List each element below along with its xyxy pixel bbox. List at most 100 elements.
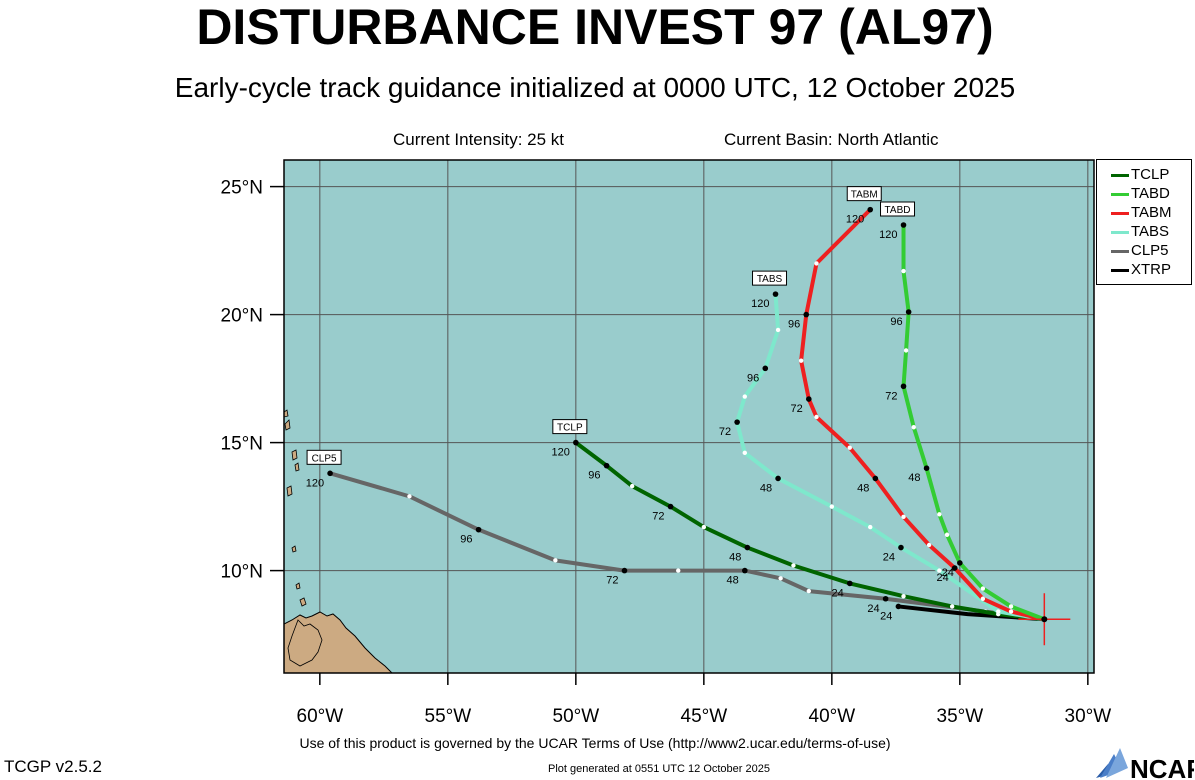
track-end-label-box <box>846 186 882 202</box>
svg-text:NCAR: NCAR <box>1130 754 1194 780</box>
lon-tick-label: 60°W <box>297 706 344 727</box>
terms-of-use: Use of this product is governed by the U… <box>299 735 891 751</box>
legend-swatch <box>1111 212 1129 215</box>
track-12h-dot <box>407 494 412 499</box>
track-24h-dot <box>603 462 610 469</box>
forecast-hour-label: 96 <box>747 372 759 384</box>
lat-tick-label: 25°N <box>221 178 263 199</box>
track-24h-dot <box>744 544 751 551</box>
track-24h-dot <box>742 567 748 574</box>
track-24h-dot <box>957 560 963 566</box>
axis-ticks: 60°W 55°W 50°W 45°W 40°W 35°W 30°W 25°N 20°N 15°N… <box>221 178 1112 727</box>
track-12h-dot <box>937 512 942 517</box>
forecast-hour-label: 24 <box>942 567 954 579</box>
forecast-hour-label: 72 <box>885 390 897 402</box>
track-12h-dot <box>1008 604 1014 609</box>
forecast-hour-label: 48 <box>857 482 869 494</box>
track-12h-dot <box>814 261 819 266</box>
track-24h-dot <box>905 309 912 315</box>
track-12h-dot <box>829 504 835 509</box>
track-12h-dot <box>901 514 906 520</box>
track-tabm <box>799 207 1047 622</box>
lat-tick-label: 10°N <box>221 562 263 583</box>
track-tclp <box>573 440 1047 622</box>
forecast-hour-label: 24 <box>936 572 948 584</box>
initial-position-marker <box>1018 593 1071 646</box>
track-24h-dot <box>667 503 674 510</box>
forecast-hour-label: 120 <box>306 477 324 489</box>
forecast-hour-label: 48 <box>760 482 772 494</box>
plot-frame <box>283 159 1095 674</box>
venezuela-coast <box>287 619 323 667</box>
track-24h-dot <box>872 475 879 482</box>
lon-tick-label: 45°W <box>681 706 728 727</box>
legend-swatch <box>1111 250 1129 253</box>
track-labels: 24487296120CLP52424487296120TCLP24487296… <box>306 186 963 622</box>
track-12h-dot <box>901 268 906 274</box>
track-24h-dot <box>621 567 628 574</box>
track-24h-dot <box>806 396 812 402</box>
track-12h-dot <box>629 483 635 489</box>
legend-swatch <box>1111 193 1129 196</box>
track-12h-dot <box>701 524 707 530</box>
track-end-label: TABM <box>851 190 878 201</box>
track-12h-dot <box>944 532 950 537</box>
track-end-label: CLP5 <box>312 453 337 464</box>
map-title: DISTURBANCE INVEST 97 (AL97) <box>196 0 994 55</box>
marker-center <box>1041 616 1048 623</box>
ocean-background <box>284 160 1094 673</box>
track-12h-dot <box>798 358 804 363</box>
track-24h-dot <box>775 475 781 482</box>
track-end-label-box <box>552 419 588 435</box>
forecast-hour-label: 96 <box>788 319 800 331</box>
track-12h-dot <box>814 414 819 420</box>
track-12h-dot <box>791 563 796 568</box>
track-24h-dot <box>923 465 930 472</box>
track-clp5 <box>328 471 1047 622</box>
track-24h-dot <box>882 595 889 602</box>
current-intensity: Current Intensity: 25 kt <box>393 130 565 149</box>
track-24h-dot <box>803 311 810 318</box>
forecast-hour-label: 24 <box>883 552 895 564</box>
legend-swatch <box>1111 174 1129 177</box>
track-24h-dot <box>900 222 907 228</box>
forecast-hour-label: 120 <box>551 447 569 459</box>
forecast-hour-label: 72 <box>719 426 731 438</box>
forecast-hour-label: 96 <box>588 470 600 482</box>
forecast-hour-label: 24 <box>832 587 844 599</box>
forecast-hour-label: 48 <box>727 575 739 587</box>
track-24h-dot <box>327 470 333 477</box>
track-end-label-box <box>752 270 788 286</box>
track-12h-dot <box>903 348 909 353</box>
current-basin: Current Basin: North Atlantic <box>724 130 939 149</box>
version-label: TCGP v2.5.2 <box>4 757 102 776</box>
track-12h-dot <box>980 596 986 601</box>
forecast-hour-label: 96 <box>890 316 902 328</box>
track-12h-dot <box>911 425 916 430</box>
forecast-hour-label: 24 <box>867 603 879 615</box>
land-masses <box>284 409 393 673</box>
track-12h-dot <box>937 568 942 573</box>
track-12h-dot <box>847 445 852 450</box>
track-12h-dot <box>778 576 783 581</box>
track-12h-dot <box>775 327 781 333</box>
forecast-hour-label: 72 <box>606 575 618 587</box>
track-24h-dot <box>573 439 579 446</box>
legend-swatch <box>1111 231 1129 234</box>
track-end-label-box <box>306 449 342 465</box>
lat-tick-label: 20°N <box>221 306 263 327</box>
track-24h-dot <box>772 291 779 297</box>
map-subtitle: Early-cycle track guidance initialized a… <box>174 72 1016 103</box>
ncar-logo: NCAR <box>1096 748 1194 780</box>
forecast-hour-label: 120 <box>879 229 897 241</box>
track-12h-dot <box>742 394 747 399</box>
lon-tick-label: 40°W <box>809 706 856 727</box>
track-24h-dot <box>867 206 874 213</box>
legend: TCLP TABD TABM TABS CLP5 XTRP <box>1096 159 1192 285</box>
track-end-label: TABS <box>757 274 783 285</box>
track-12h-dot <box>676 568 681 573</box>
track-12h-dot <box>868 524 873 530</box>
lon-tick-label: 55°W <box>425 706 472 727</box>
plot-generated-time: Plot generated at 0551 UTC 12 October 20… <box>548 763 770 775</box>
forecast-hour-label: 72 <box>791 403 803 415</box>
